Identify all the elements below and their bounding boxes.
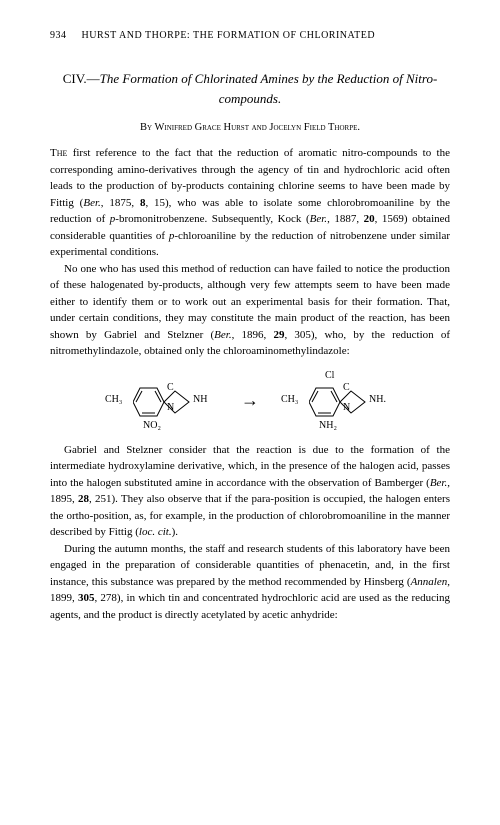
label-cl: Cl bbox=[325, 368, 334, 383]
dropcap: The bbox=[50, 147, 67, 159]
label-n-r: N bbox=[343, 400, 350, 415]
body-text: The first reference to the fact that the… bbox=[50, 145, 450, 623]
running-head: HURST AND THORPE: THE FORMATION OF CHLOR… bbox=[82, 30, 376, 41]
title-number: CIV.— bbox=[63, 71, 100, 86]
label-ch3-r: CH₃ bbox=[281, 392, 298, 407]
label-ch3: CH₃ bbox=[105, 392, 122, 407]
chemical-reaction-diagram: CH₃ C N NH NO₂ → Cl CH₃ bbox=[50, 370, 450, 432]
paragraph-1: The first reference to the fact that the… bbox=[50, 145, 450, 261]
paragraph-3: Gabriel and Stelzner consider that the r… bbox=[50, 442, 450, 541]
article-title: CIV.—The Formation of Chlorinated Amines… bbox=[50, 69, 450, 108]
label-nh2: NH₂ bbox=[319, 418, 337, 433]
paragraph-4: During the autumn months, the staff and … bbox=[50, 541, 450, 624]
label-nh-r: NH. bbox=[369, 392, 386, 407]
label-c: C bbox=[167, 380, 174, 395]
title-text: The Formation of Chlorinated Amines by t… bbox=[100, 71, 438, 106]
ring-structure-right bbox=[309, 384, 369, 420]
label-nh: NH bbox=[193, 392, 207, 407]
page-number: 934 bbox=[50, 30, 67, 41]
reaction-arrow: → bbox=[241, 387, 259, 414]
authors-line: By Winifred Grace Hurst and Jocelyn Fiel… bbox=[50, 122, 450, 133]
running-head-line: 934 HURST AND THORPE: THE FORMATION OF C… bbox=[50, 30, 450, 41]
molecule-left: CH₃ C N NH NO₂ bbox=[107, 370, 217, 432]
label-c-r: C bbox=[343, 380, 350, 395]
label-n: N bbox=[167, 400, 174, 415]
page-container: 934 HURST AND THORPE: THE FORMATION OF C… bbox=[0, 0, 500, 653]
ring-structure-left bbox=[133, 384, 193, 420]
paragraph-2: No one who has used this method of reduc… bbox=[50, 261, 450, 360]
molecule-right: Cl CH₃ C N NH. NH₂ bbox=[283, 370, 393, 432]
label-no2: NO₂ bbox=[143, 418, 161, 433]
